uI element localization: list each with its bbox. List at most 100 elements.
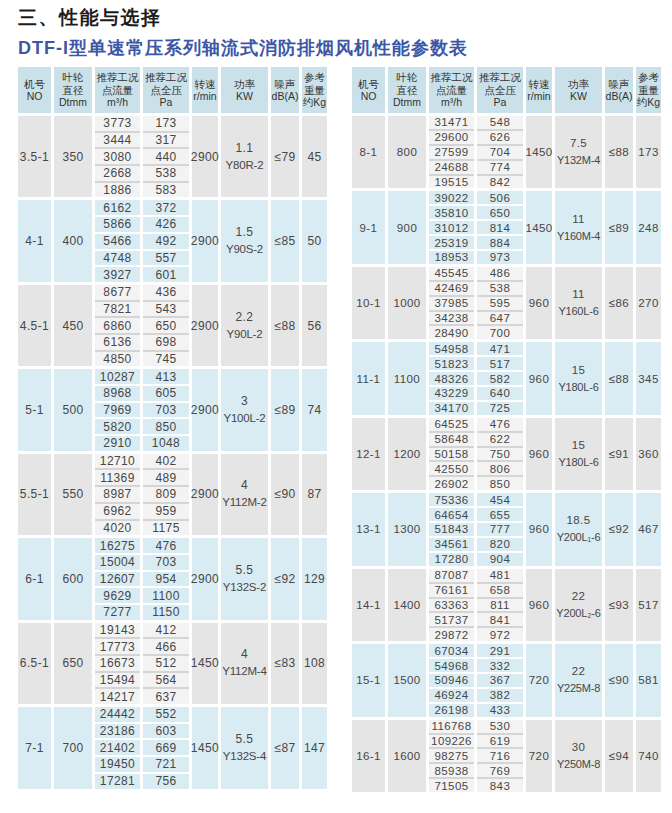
flow-value-cell: 6962 xyxy=(95,504,140,519)
impeller-diameter-cell: 1000 xyxy=(388,267,426,339)
power-cell: 5.5Y132S-2 xyxy=(221,538,268,619)
model-no-cell: 6-1 xyxy=(18,538,51,619)
speed-cell: 1450 xyxy=(526,116,552,188)
pressure-value-cell: 412 xyxy=(143,623,189,638)
pressure-value-cell: 745 xyxy=(143,352,189,367)
weight-cell: 740 xyxy=(636,720,661,792)
weight-cell: 270 xyxy=(636,267,661,339)
column-header-line: 点全压 xyxy=(150,84,182,96)
weight-cell: 108 xyxy=(302,623,327,704)
flow-value-cell: 24688 xyxy=(429,161,474,174)
flow-column: 7533664654518433456117280 xyxy=(429,493,474,565)
column-header-line: 转速 xyxy=(195,78,216,90)
flow-column: 1271011369898769624020 xyxy=(95,454,140,535)
power-cell: 18.5Y200L₁-6 xyxy=(555,493,602,565)
impeller-diameter-cell: 650 xyxy=(54,623,92,704)
flow-value-cell: 43229 xyxy=(429,387,474,400)
impeller-diameter-cell: 550 xyxy=(54,454,92,535)
flow-value-cell: 6136 xyxy=(95,335,140,350)
pressure-value-cell: 512 xyxy=(143,656,189,671)
flow-value-cell: 25319 xyxy=(429,236,474,249)
flow-column: 116768109226982758593871505 xyxy=(429,720,474,792)
pressure-value-cell: 774 xyxy=(477,161,523,174)
table-row-group: 10-1100045545424693798534238284904865385… xyxy=(352,267,661,339)
column-header-line: 点流量 xyxy=(436,84,468,96)
pressure-column: 486538595647700 xyxy=(477,267,523,339)
pressure-value-cell: 954 xyxy=(143,572,189,587)
pressure-value-cell: 716 xyxy=(477,749,523,762)
weight-cell: 467 xyxy=(636,493,661,565)
column-header-pressure: 推荐工况点全压Pa xyxy=(477,67,523,113)
pressure-value-cell: 777 xyxy=(477,523,523,536)
column-header-line: 参考 xyxy=(638,71,659,83)
power-kw: 2.2 xyxy=(236,309,254,326)
column-header-line: Pa xyxy=(494,96,507,108)
column-header-speed: 转速r/min xyxy=(192,67,218,113)
column-header-line: 推荐工况 xyxy=(97,71,139,83)
table-row-group: 15-1150067034549685094646924261982913323… xyxy=(352,644,661,716)
flow-column: 5495851823483264322934170 xyxy=(429,342,474,414)
power-cell: 15Y180L-6 xyxy=(555,342,602,414)
pressure-value-cell: 1048 xyxy=(143,436,189,451)
motor-model: Y132S-2 xyxy=(223,579,266,596)
pressure-value-cell: 440 xyxy=(143,149,189,164)
flow-value-cell: 98275 xyxy=(429,749,474,762)
motor-model: Y180L-6 xyxy=(558,379,598,396)
noise-cell: ≤85 xyxy=(271,200,299,281)
noise-cell: ≤89 xyxy=(605,191,633,263)
pressure-value-cell: 517 xyxy=(477,357,523,370)
pressure-value-cell: 637 xyxy=(143,689,189,704)
flow-value-cell: 19515 xyxy=(429,176,474,189)
flow-value-cell: 6162 xyxy=(95,200,140,215)
column-header-pressure: 推荐工况点全压Pa xyxy=(143,67,189,113)
table-row-group: 6-16001627515004126079629727747670395411… xyxy=(18,538,327,619)
model-no-cell: 16-1 xyxy=(352,720,385,792)
flow-value-cell: 50158 xyxy=(429,448,474,461)
flow-value-cell: 23186 xyxy=(95,724,140,739)
flow-value-cell: 3927 xyxy=(95,267,140,282)
pressure-value-cell: 582 xyxy=(477,372,523,385)
flow-value-cell: 24442 xyxy=(95,707,140,722)
pressure-value-cell: 489 xyxy=(143,470,189,485)
column-header-line: r/min xyxy=(193,90,216,102)
speed-cell: 960 xyxy=(526,267,552,339)
impeller-diameter-cell: 1400 xyxy=(388,569,426,641)
pressure-column: 47670395411001150 xyxy=(143,538,189,619)
speed-cell: 2900 xyxy=(192,285,218,366)
flow-value-cell: 64525 xyxy=(429,418,474,431)
noise-cell: ≤92 xyxy=(605,493,633,565)
impeller-diameter-cell: 1200 xyxy=(388,418,426,490)
motor-model: Y80R-2 xyxy=(226,157,264,174)
table-header-row: 机号NO叶轮直径Dtmm推荐工况点流量m³/h推荐工况点全压Pa转速r/min功… xyxy=(18,67,327,113)
weight-cell: 345 xyxy=(636,342,661,414)
column-header-line: 推荐工况 xyxy=(431,71,473,83)
column-header-weight: 参考重量约Kg xyxy=(302,67,327,113)
pressure-value-cell: 506 xyxy=(477,191,523,204)
flow-value-cell: 54968 xyxy=(429,659,474,672)
speed-cell: 2900 xyxy=(192,200,218,281)
power-cell: 4Y112M-2 xyxy=(221,454,268,535)
speed-cell: 720 xyxy=(526,644,552,716)
flow-value-cell: 17280 xyxy=(429,553,474,566)
column-header-no: 机号NO xyxy=(352,67,385,113)
weight-cell: 74 xyxy=(302,369,327,450)
column-header-line: 噪声 xyxy=(609,78,630,90)
pressure-value-cell: 595 xyxy=(477,297,523,310)
weight-cell: 87 xyxy=(302,454,327,535)
pressure-value-cell: 622 xyxy=(477,433,523,446)
flow-value-cell: 45545 xyxy=(429,267,474,280)
flow-value-cell: 4020 xyxy=(95,521,140,536)
impeller-diameter-cell: 1100 xyxy=(388,342,426,414)
column-header-line: 机号 xyxy=(24,78,45,90)
weight-cell: 147 xyxy=(302,707,327,788)
column-header-power: 功率KW xyxy=(555,67,602,113)
pressure-value-cell: 564 xyxy=(143,673,189,688)
pressure-value-cell: 481 xyxy=(477,569,523,582)
model-no-cell: 9-1 xyxy=(352,191,385,263)
pressure-value-cell: 317 xyxy=(143,133,189,148)
pressure-column: 436543650698745 xyxy=(143,285,189,366)
pressure-value-cell: 476 xyxy=(143,538,189,553)
flow-value-cell: 6860 xyxy=(95,318,140,333)
flow-column: 37733444308026681886 xyxy=(95,116,140,197)
flow-value-cell: 51737 xyxy=(429,613,474,626)
